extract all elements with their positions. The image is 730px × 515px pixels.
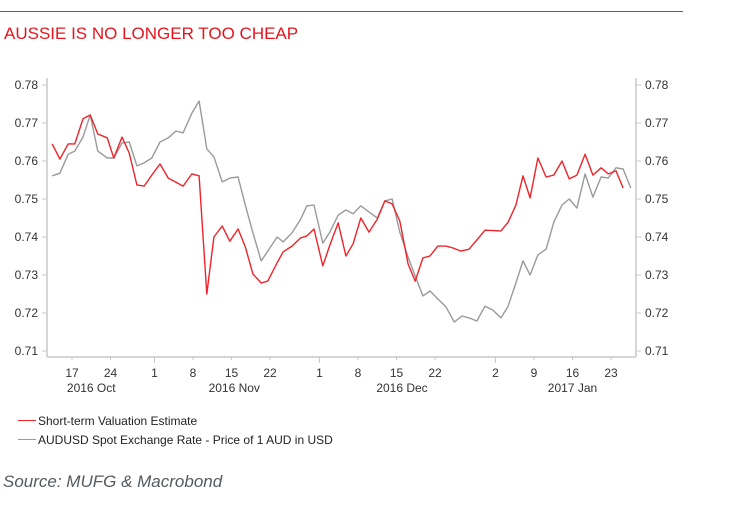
legend-item-valuation: Short-term Valuation Estimate	[18, 411, 333, 430]
y-tick-label-left: 0.75	[15, 192, 39, 206]
x-group-label: 2016 Oct	[67, 381, 116, 395]
series-line-valuation	[51, 114, 624, 295]
legend-item-spot-rate: AUDUSD Spot Exchange Rate - Price of 1 A…	[18, 430, 333, 449]
y-tick-label-left: 0.71	[15, 344, 39, 358]
x-tick-label: 8	[355, 366, 362, 380]
line-chart: 0.71 0.71 0.72 0.72 0.73 0.73 0.74 0.74 0.75 0.75…	[15, 78, 669, 395]
y-tick-label-right: 0.77	[645, 116, 669, 130]
chart-series	[51, 100, 632, 323]
y-tick-label-left: 0.74	[15, 230, 39, 244]
x-tick-label: 2	[492, 366, 499, 380]
legend-label: Short-term Valuation Estimate	[38, 413, 198, 428]
x-tick-label: 22	[428, 366, 442, 380]
x-tick-label: 23	[604, 366, 618, 380]
x-tick-label: 17	[65, 366, 79, 380]
y-tick-label-right: 0.78	[645, 78, 669, 92]
x-tick-label: 15	[390, 366, 404, 380]
x-tick-label: 8	[190, 366, 197, 380]
y-tick-label-right: 0.72	[645, 306, 669, 320]
legend-swatch-red	[18, 420, 36, 421]
y-tick-label-left: 0.72	[15, 306, 39, 320]
series-line-spot-rate	[51, 100, 632, 323]
x-tick-label: 16	[566, 366, 580, 380]
chart-legend: Short-term Valuation Estimate AUDUSD Spo…	[18, 411, 333, 449]
legend-swatch-gray	[18, 439, 36, 440]
y-tick-label-left: 0.77	[15, 116, 39, 130]
chart-axes: 0.71 0.71 0.72 0.72 0.73 0.73 0.74 0.74 0.75 0.75…	[15, 78, 669, 395]
y-tick-label-right: 0.74	[645, 230, 669, 244]
y-tick-label-left: 0.73	[15, 268, 39, 282]
x-group-label: 2016 Nov	[209, 381, 260, 395]
x-group-label: 2017 Jan	[548, 381, 597, 395]
x-tick-label: 24	[104, 366, 118, 380]
source-note: Source: MUFG & Macrobond	[3, 472, 223, 491]
y-tick-label-left: 0.76	[15, 154, 39, 168]
x-tick-label: 1	[316, 366, 323, 380]
x-tick-label: 1	[151, 366, 158, 380]
chart-title: AUSSIE IS NO LONGER TOO CHEAP	[4, 24, 299, 43]
x-group-label: 2016 Dec	[376, 381, 427, 395]
header-divider	[0, 11, 683, 12]
y-tick-label-right: 0.75	[645, 192, 669, 206]
y-tick-label-right: 0.76	[645, 154, 669, 168]
y-tick-label-left: 0.78	[15, 78, 39, 92]
legend-label: AUDUSD Spot Exchange Rate - Price of 1 A…	[38, 432, 333, 447]
y-tick-label-right: 0.73	[645, 268, 669, 282]
x-tick-label: 9	[531, 366, 538, 380]
y-tick-label-right: 0.71	[645, 344, 669, 358]
x-tick-label: 22	[263, 366, 277, 380]
x-tick-label: 15	[225, 366, 239, 380]
